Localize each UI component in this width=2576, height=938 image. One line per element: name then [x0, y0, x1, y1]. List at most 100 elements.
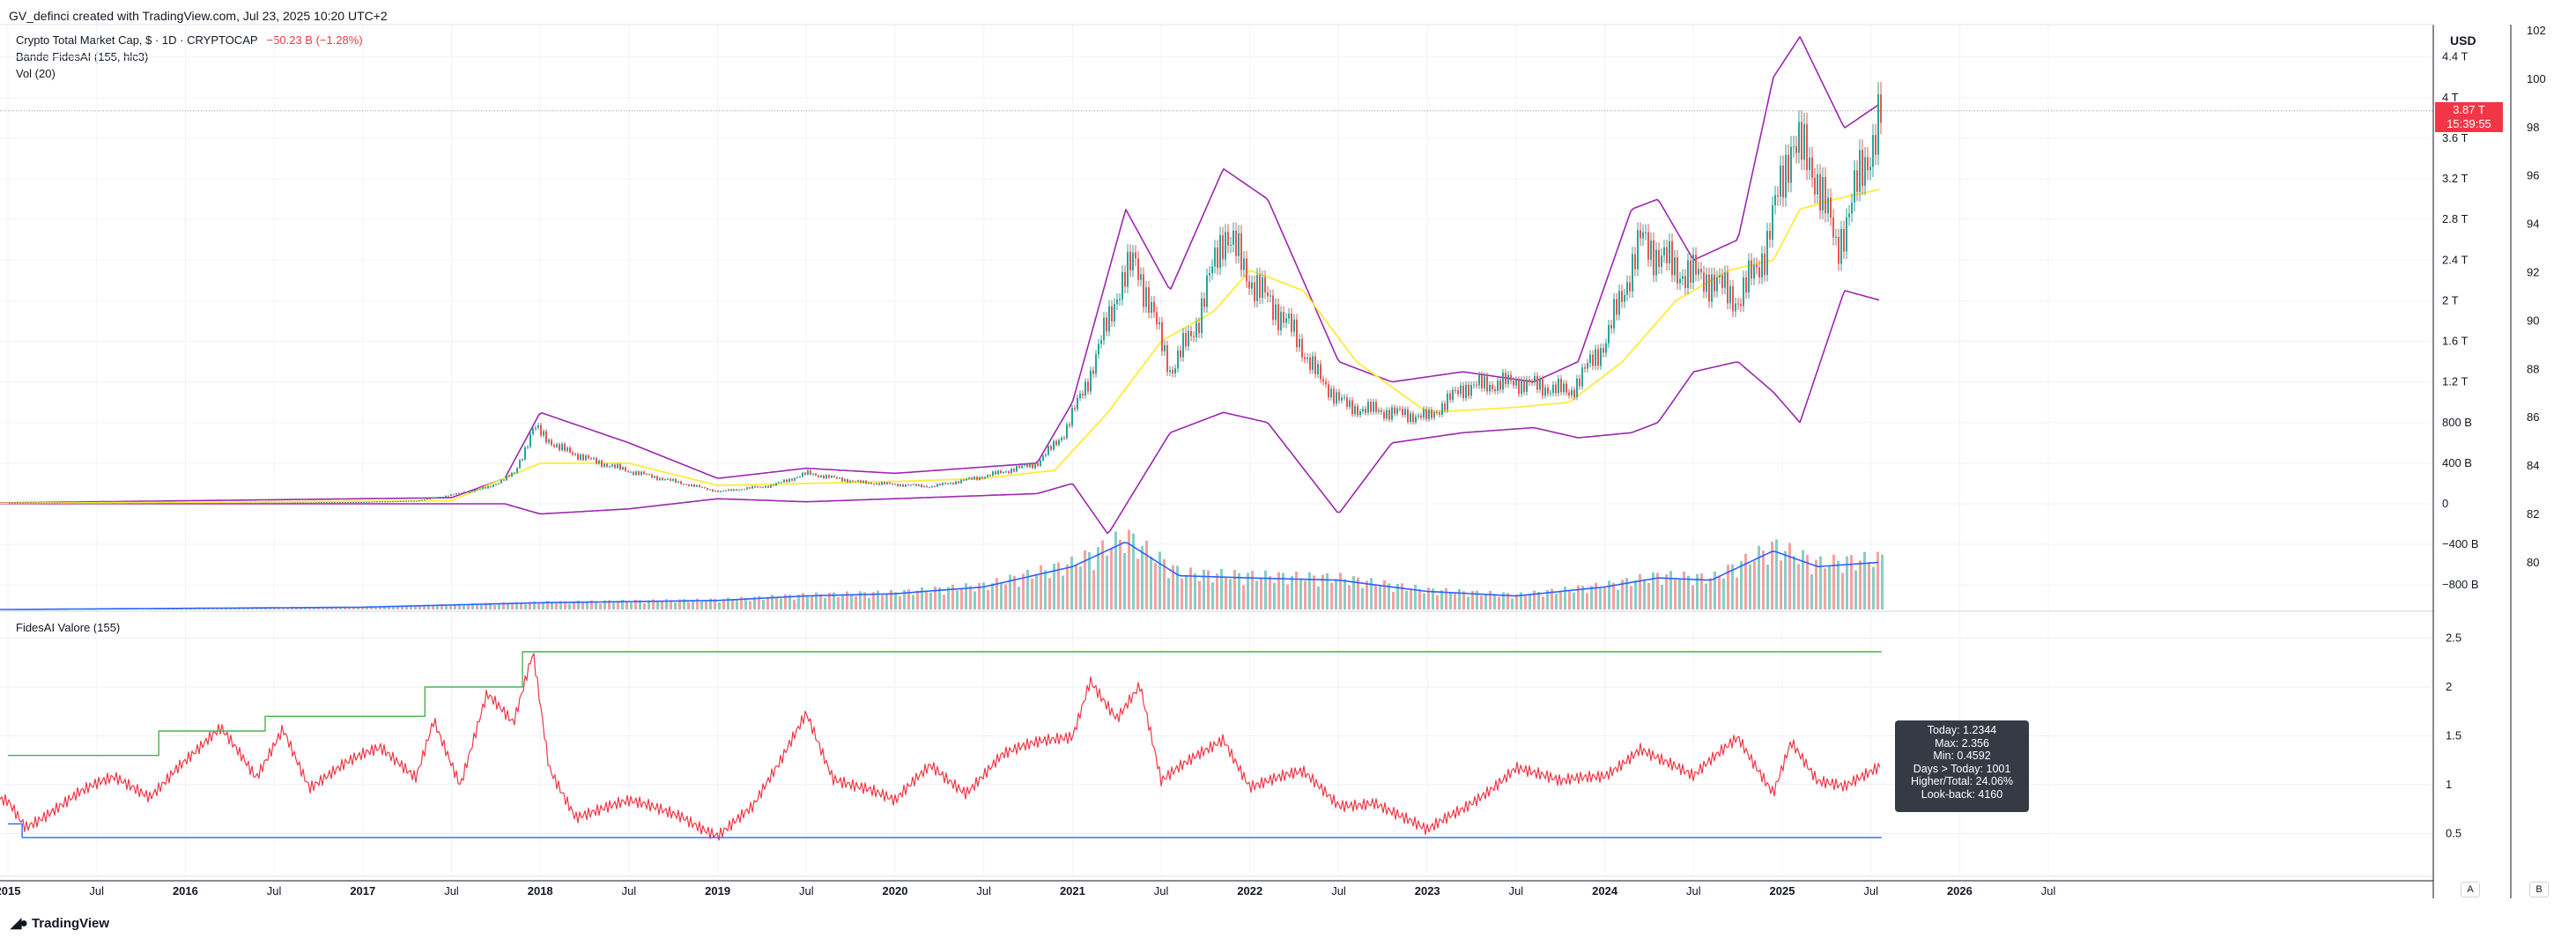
- auto-scale-button[interactable]: A: [2461, 882, 2480, 897]
- candle-body: [1515, 380, 1517, 386]
- volume-bar: [300, 608, 302, 609]
- x-tick-label: Jul: [89, 884, 104, 897]
- candle-body: [170, 503, 172, 505]
- volume-bar: [1066, 564, 1069, 609]
- volume-bar: [1502, 592, 1505, 609]
- volume-bar: [1203, 569, 1205, 609]
- currency-label[interactable]: USD: [2450, 33, 2476, 48]
- candle-body: [30, 503, 32, 505]
- volume-bar: [1396, 583, 1399, 609]
- candle-body: [746, 487, 748, 490]
- oscillator-pane-label[interactable]: FidesAI Valore (155): [16, 621, 121, 634]
- candle-body: [165, 503, 167, 505]
- candle-body: [1566, 383, 1567, 393]
- x-tick-label: Jul: [1686, 884, 1701, 897]
- secondary-scale-button[interactable]: B: [2529, 882, 2549, 897]
- candle-body: [56, 503, 58, 505]
- candle-body: [1687, 260, 1689, 289]
- candle-body: [1158, 322, 1160, 325]
- candle-body: [1219, 234, 1221, 269]
- candle-body: [1825, 176, 1826, 214]
- candle-body: [1005, 471, 1007, 473]
- volume-bar: [559, 601, 562, 609]
- candle-body: [1658, 249, 1660, 267]
- candle-body: [363, 501, 365, 503]
- symbol-legend[interactable]: Crypto Total Market Cap, $ · 1D · CRYPTO…: [16, 33, 363, 47]
- right-tick-label: 82: [2527, 507, 2539, 521]
- candle-body: [247, 502, 248, 504]
- volume-bar: [771, 595, 774, 609]
- candle-body: [268, 502, 270, 504]
- candle-body: [1867, 157, 1869, 171]
- candle-body: [331, 502, 333, 504]
- candle-body: [1180, 350, 1181, 358]
- candle-body: [38, 503, 40, 505]
- tradingview-logo-icon: ◢●: [11, 916, 28, 931]
- volume-bar: [511, 603, 514, 609]
- volume-bar: [489, 602, 492, 609]
- tradingview-logo[interactable]: ◢● TradingView: [11, 914, 109, 932]
- legend-volume[interactable]: Vol (20): [16, 67, 56, 80]
- volume-bar: [564, 601, 566, 609]
- volume-bar: [1048, 578, 1051, 609]
- candle-body: [1605, 343, 1607, 353]
- volume-bar: [1661, 584, 1663, 609]
- candle-body: [603, 463, 605, 468]
- candle-body: [1510, 374, 1512, 381]
- volume-bar: [445, 604, 448, 609]
- candle-body: [389, 501, 391, 503]
- volume-bar: [731, 600, 734, 609]
- x-tick-label: 2023: [1415, 884, 1440, 897]
- volume-bar: [436, 605, 439, 609]
- candle-body: [807, 470, 809, 475]
- volume-bar: [1630, 586, 1632, 609]
- candle-body: [1351, 400, 1353, 415]
- volume-bar: [1498, 596, 1500, 609]
- volume-bar: [656, 601, 659, 609]
- candle-body: [1608, 325, 1610, 343]
- candle-body: [1275, 304, 1277, 321]
- volume-bar: [1374, 585, 1377, 609]
- volume-bar: [1775, 539, 1778, 609]
- volume-bar: [1119, 539, 1121, 609]
- candle-body: [1618, 291, 1620, 315]
- volume-bar: [903, 589, 906, 609]
- volume-bar: [590, 600, 593, 609]
- candle-body: [944, 483, 946, 484]
- volume-bar: [1581, 586, 1584, 609]
- y-tick-label: 1.2 T: [2442, 375, 2468, 388]
- volume-bar: [370, 606, 373, 609]
- price-series: [0, 35, 2433, 535]
- candle-body: [1243, 258, 1245, 270]
- volume-bar: [410, 605, 412, 609]
- candle-body: [212, 503, 214, 505]
- candle-body: [1148, 287, 1150, 314]
- candle-body: [226, 503, 227, 505]
- candle-body: [907, 484, 909, 486]
- candle-body: [1584, 367, 1586, 369]
- volume-bar: [1269, 576, 1271, 609]
- volume-bar: [1114, 531, 1117, 609]
- volume-bar: [542, 602, 544, 609]
- candle-body: [823, 475, 825, 479]
- volume-bar: [1247, 572, 1249, 609]
- y-tick-label: 4 T: [2442, 91, 2459, 104]
- volume-bar: [458, 603, 461, 609]
- candle-body: [617, 464, 618, 469]
- y-tick-label: 400 B: [2442, 456, 2472, 469]
- volume-bar: [934, 586, 936, 609]
- candle-body: [479, 489, 481, 491]
- candle-body: [297, 502, 299, 504]
- candle-body: [125, 503, 127, 505]
- candle-body: [1573, 389, 1575, 397]
- volume-bar: [938, 587, 941, 609]
- candle-body: [847, 479, 848, 483]
- candle-body: [1679, 278, 1681, 284]
- x-tick-label: 2026: [1947, 884, 1973, 897]
- candle-body: [648, 474, 650, 476]
- x-tick-label: Jul: [799, 884, 814, 897]
- volume-bar: [885, 594, 888, 609]
- candle-body: [654, 476, 655, 478]
- candle-body: [1677, 257, 1678, 284]
